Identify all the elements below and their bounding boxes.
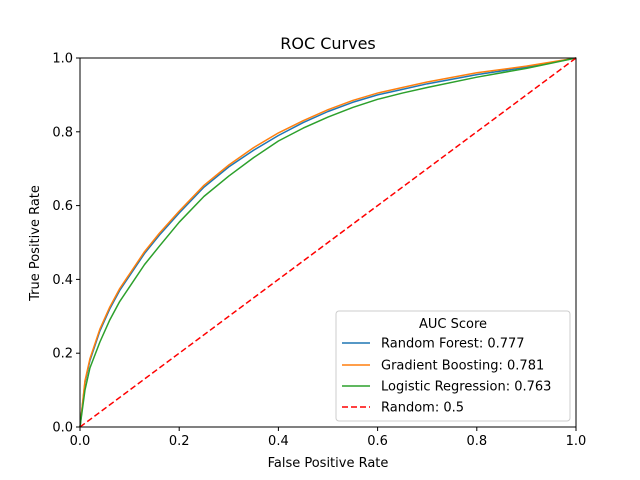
x-tick-label: 0.4 — [268, 434, 289, 449]
x-tick-label: 0.6 — [367, 434, 388, 449]
y-tick-label: 0.8 — [52, 125, 73, 140]
legend-entry-label: Random Forest: 0.777 — [381, 337, 525, 352]
legend-title: AUC Score — [419, 317, 487, 332]
legend: AUC Score Random Forest: 0.777 Gradient B… — [335, 310, 571, 422]
chart-title: ROC Curves — [280, 34, 376, 53]
plot-frame — [79, 57, 577, 428]
series-line-2 — [79, 57, 577, 428]
x-axis: 0.0 0.2 0.4 0.6 0.8 1.0 — [70, 427, 587, 449]
y-tick-label: 1.0 — [52, 52, 73, 67]
x-tick-label: 0.0 — [70, 434, 91, 449]
y-axis-label: True Positive Rate — [28, 185, 43, 302]
x-tick-label: 0.2 — [169, 434, 190, 449]
series-line-3 — [79, 57, 577, 428]
y-tick-label: 0.4 — [52, 273, 73, 288]
y-tick-label: 0.2 — [52, 347, 73, 362]
legend-entry-label: Random: 0.5 — [381, 401, 464, 416]
x-tick-label: 0.8 — [466, 434, 487, 449]
legend-entry-label: Gradient Boosting: 0.781 — [381, 359, 544, 374]
y-axis: 0.0 0.2 0.4 0.6 0.8 1.0 — [52, 52, 80, 436]
series-layer — [79, 57, 577, 428]
y-tick-label: 0.0 — [52, 421, 73, 436]
series-line-1 — [79, 57, 577, 428]
legend-box — [335, 310, 571, 422]
y-tick-label: 0.6 — [52, 199, 73, 214]
legend-entry-label: Logistic Regression: 0.763 — [381, 380, 551, 395]
series-line-0 — [79, 57, 577, 428]
x-axis-label: False Positive Rate — [268, 456, 389, 471]
x-tick-label: 1.0 — [566, 434, 587, 449]
